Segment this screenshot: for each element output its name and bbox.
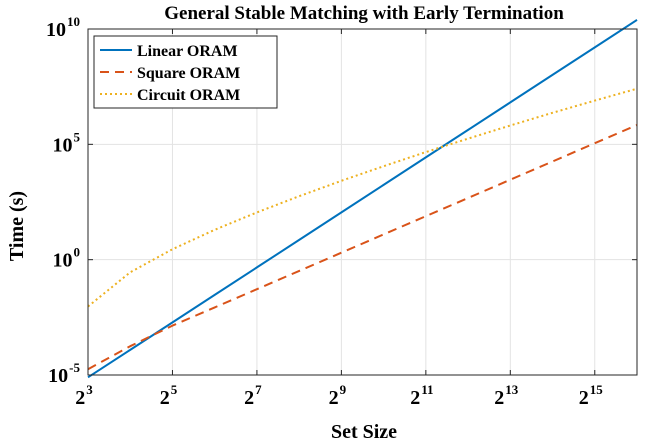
y-tick-base: 10: [53, 134, 73, 156]
y-tick-label-1: 100: [53, 245, 81, 272]
legend-label-0: Linear ORAM: [137, 43, 238, 60]
x-tick-base: 2: [410, 387, 420, 409]
y-tick-exp: 10: [67, 14, 80, 29]
series-group: [87, 19, 638, 379]
y-tick-exp: 5: [74, 129, 81, 144]
legend-label-1: Square ORAM: [137, 65, 240, 82]
x-tick-exp: 7: [255, 382, 262, 397]
x-tick-label-0: 23: [75, 382, 93, 409]
y-tick-base: 10: [48, 365, 68, 387]
y-tick-exp: -5: [69, 360, 80, 375]
y-tick-label-2: 105: [53, 129, 81, 156]
x-ticks: 23 25 27 29 211 213 215: [75, 29, 603, 409]
x-tick-exp: 11: [421, 382, 433, 397]
x-tick-exp: 15: [590, 382, 604, 397]
x-tick-label-5: 213: [494, 382, 519, 409]
y-tick-base: 10: [46, 19, 66, 41]
legend-box: [93, 35, 278, 109]
series-line-linear-oram: [87, 19, 638, 379]
y-tick-label-3: 1010: [46, 14, 80, 41]
x-tick-exp: 9: [340, 382, 347, 397]
x-tick-label-2: 27: [244, 382, 262, 409]
x-tick-label-6: 215: [579, 382, 604, 409]
series-line-circuit-oram: [87, 87, 638, 308]
x-tick-base: 2: [329, 387, 339, 409]
x-axis-label: Set Size: [331, 421, 397, 443]
x-tick-base: 2: [75, 387, 85, 409]
x-tick-base: 2: [579, 387, 589, 409]
y-tick-exp: 0: [74, 245, 81, 260]
y-axis-label: Time (s): [6, 191, 28, 261]
x-tick-exp: 5: [171, 382, 178, 397]
x-tick-base: 2: [160, 387, 170, 409]
legend-label-2: Circuit ORAM: [137, 87, 240, 104]
x-tick-label-3: 29: [329, 382, 347, 409]
x-tick-base: 2: [494, 387, 504, 409]
legend: Linear ORAM Square ORAM Circuit ORAM: [93, 35, 278, 109]
y-tick-base: 10: [53, 250, 73, 272]
y-tick-label-0: 10-5: [48, 360, 80, 387]
x-tick-exp: 3: [86, 382, 93, 397]
plot-frame: [87, 28, 638, 376]
x-tick-base: 2: [244, 387, 254, 409]
chart-title: General Stable Matching with Early Termi…: [164, 3, 564, 24]
x-tick-exp: 13: [505, 382, 519, 397]
x-tick-label-1: 25: [160, 382, 178, 409]
series-line-square-oram: [87, 124, 638, 371]
x-tick-label-4: 211: [410, 382, 433, 409]
